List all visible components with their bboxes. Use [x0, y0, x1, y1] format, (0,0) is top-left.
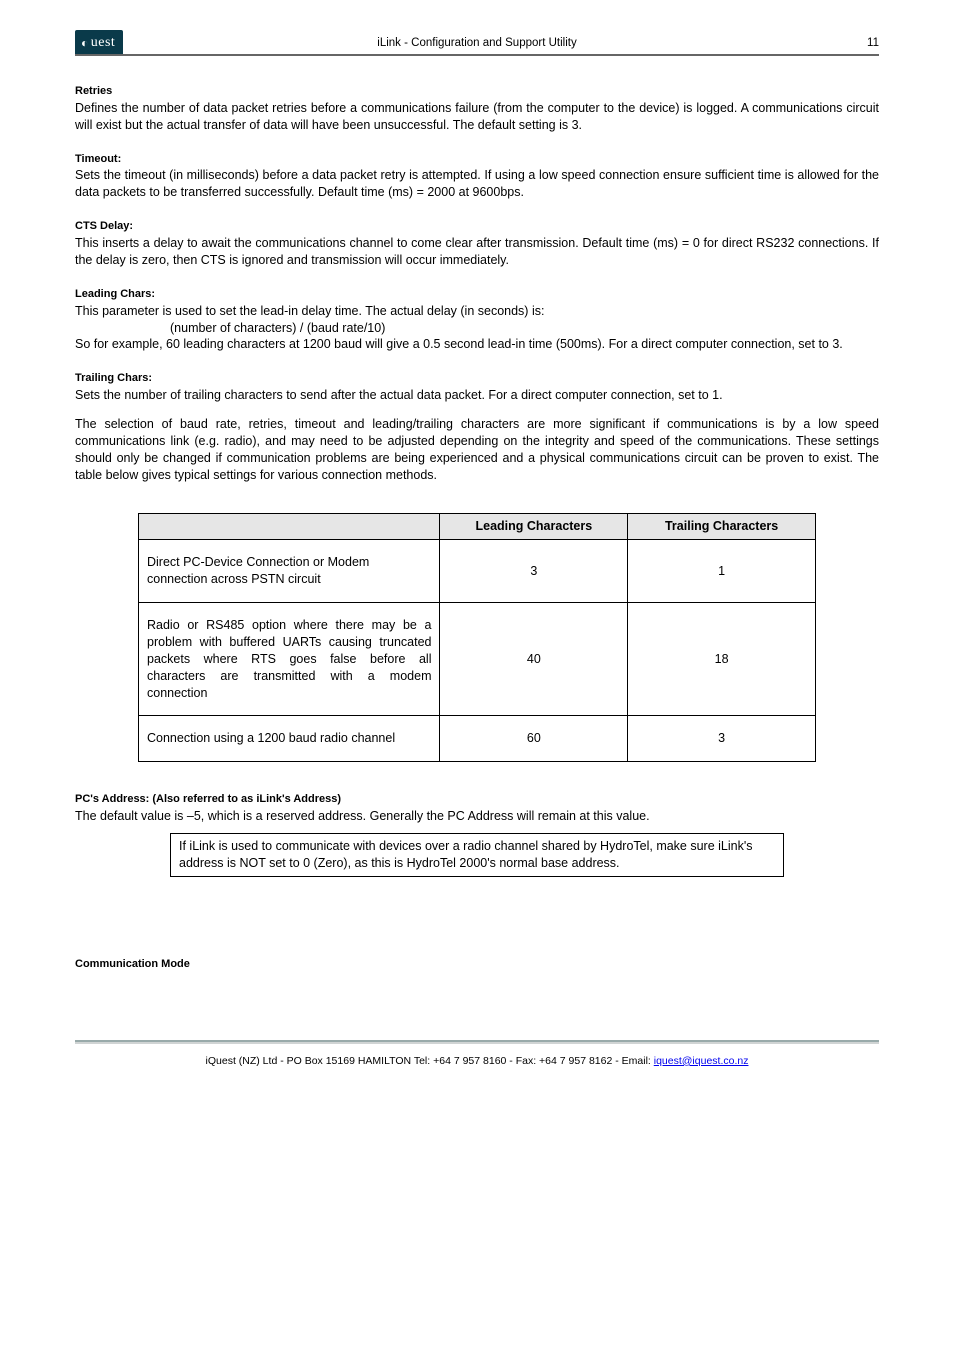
col-trailing: Trailing Characters — [628, 514, 816, 540]
row0-trailing: 1 — [628, 540, 816, 603]
footer-email-link[interactable]: iquest@iquest.co.nz — [654, 1055, 749, 1067]
header-title: iLink - Configuration and Support Utilit… — [377, 36, 576, 52]
pc-address-note: If iLink is used to communicate with dev… — [170, 833, 784, 877]
section-cts-delay: CTS Delay: This inserts a delay to await… — [75, 219, 879, 269]
row1-leading: 40 — [440, 603, 628, 716]
settings-table: Leading Characters Trailing Characters D… — [138, 513, 816, 762]
footer-rule — [75, 1040, 879, 1044]
row2-trailing: 3 — [628, 716, 816, 762]
page-number: 11 — [867, 36, 879, 54]
heading-pc-address: PC's Address: (Also referred to as iLink… — [75, 792, 879, 807]
row0-leading: 3 — [440, 540, 628, 603]
row2-label: Connection using a 1200 baud radio chann… — [139, 716, 440, 762]
page-header: ◐uest iLink - Configuration and Support … — [75, 18, 879, 54]
header-rule — [75, 54, 879, 56]
row1-label: Radio or RS485 option where there may be… — [139, 603, 440, 716]
footer-prefix: iQuest (NZ) Ltd - PO Box 15169 HAMILTON … — [206, 1055, 654, 1067]
table-header-row: Leading Characters Trailing Characters — [139, 514, 816, 540]
col-blank — [139, 514, 440, 540]
col-leading: Leading Characters — [440, 514, 628, 540]
table-row: Connection using a 1200 baud radio chann… — [139, 716, 816, 762]
trailing-chars-line2: The selection of baud rate, retries, tim… — [75, 416, 879, 484]
body-pc-address: The default value is –5, which is a rese… — [75, 808, 879, 825]
heading-leading-chars: Leading Chars: — [75, 287, 879, 302]
leading-chars-line1: This parameter is used to set the lead-i… — [75, 303, 879, 320]
table-row: Direct PC-Device Connection or Modem con… — [139, 540, 816, 603]
heading-retries: Retries — [75, 84, 879, 99]
table-row: Radio or RS485 option where there may be… — [139, 603, 816, 716]
leading-chars-formula: (number of characters) / (baud rate/10) — [75, 320, 879, 337]
heading-cts-delay: CTS Delay: — [75, 219, 879, 234]
trailing-chars-line1: Sets the number of trailing characters t… — [75, 387, 879, 404]
logo: ◐uest — [75, 30, 123, 54]
page-footer: iQuest (NZ) Ltd - PO Box 15169 HAMILTON … — [75, 1040, 879, 1068]
row1-trailing: 18 — [628, 603, 816, 716]
row2-leading: 60 — [440, 716, 628, 762]
body-timeout: Sets the timeout (in milliseconds) befor… — [75, 167, 879, 201]
section-leading-chars: Leading Chars: This parameter is used to… — [75, 287, 879, 353]
logo-icon: ◐ — [81, 35, 89, 51]
row0-label: Direct PC-Device Connection or Modem con… — [139, 540, 440, 603]
heading-timeout: Timeout: — [75, 152, 879, 167]
heading-communication-mode: Communication Mode — [75, 957, 879, 972]
footer-text: iQuest (NZ) Ltd - PO Box 15169 HAMILTON … — [75, 1054, 879, 1068]
body-retries: Defines the number of data packet retrie… — [75, 100, 879, 134]
section-retries: Retries Defines the number of data packe… — [75, 84, 879, 134]
body-cts-delay: This inserts a delay to await the commun… — [75, 235, 879, 269]
logo-text: uest — [91, 35, 116, 51]
section-trailing-chars: Trailing Chars: Sets the number of trail… — [75, 371, 879, 483]
leading-chars-line2: So for example, 60 leading characters at… — [75, 336, 879, 353]
section-pc-address: PC's Address: (Also referred to as iLink… — [75, 792, 879, 876]
section-timeout: Timeout: Sets the timeout (in millisecon… — [75, 152, 879, 202]
heading-trailing-chars: Trailing Chars: — [75, 371, 879, 386]
